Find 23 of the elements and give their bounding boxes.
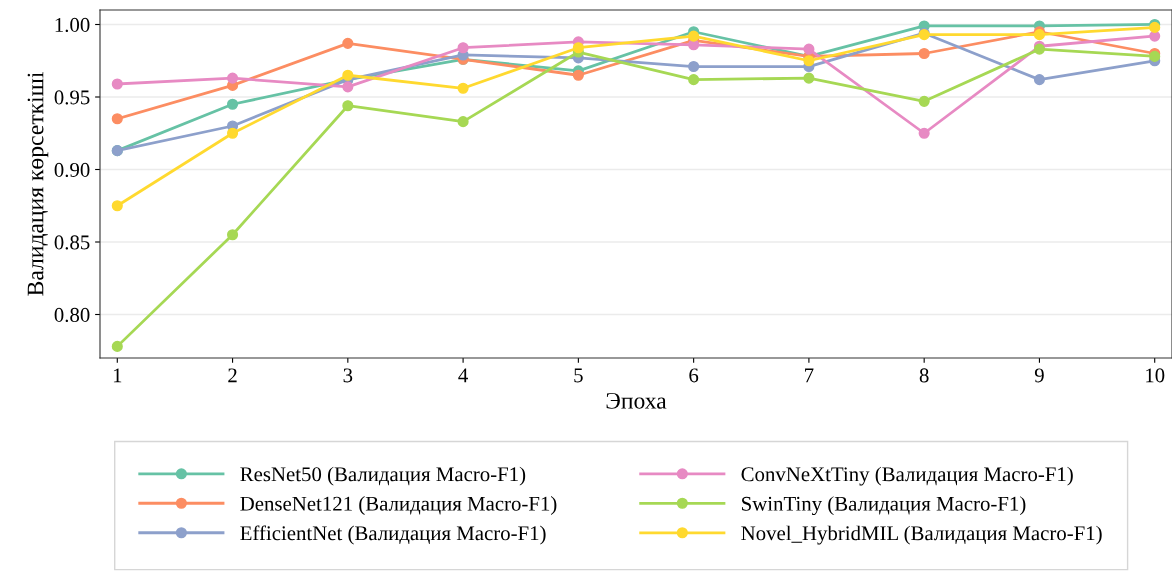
legend-label: SwinTiny (Валидация Macro-F1)	[742, 496, 1026, 516]
x-tick-label: 7	[805, 368, 814, 383]
x-tick-label: 5	[574, 368, 583, 383]
y-tick-label: 0.80	[54, 307, 90, 323]
legend-label: DenseNet121 (Валидация Macro-F1)	[240, 496, 557, 515]
y-axis-title: Валидация көрсеткіші	[27, 72, 49, 296]
x-tick-label: 9	[1034, 368, 1044, 383]
x-axis-title: Эпоха	[606, 392, 667, 409]
legend-label: EfficientNet (Валидация Macro-F1)	[240, 525, 546, 545]
x-tick-label: 2	[228, 368, 237, 383]
x-tick-label: 8	[919, 368, 929, 383]
x-tick-label: 1	[113, 368, 122, 383]
x-tick-label: 10	[1146, 368, 1165, 383]
x-tick-label: 4	[458, 368, 468, 383]
y-tick-label: 0.95	[54, 90, 90, 105]
legend-label: ConvNeXtTiny (Валидация Macro-F1)	[741, 466, 1073, 486]
x-tick-label: 3	[343, 368, 353, 383]
y-tick-label: 1.00	[55, 17, 90, 33]
legend-label: ResNet50 (Валидация Macro-F1)	[240, 466, 526, 486]
y-tick-label: 0.85	[54, 235, 90, 250]
x-tick-label: 6	[689, 368, 699, 383]
legend-label: Novel_HybridMIL (Валидация Macro-F1)	[741, 525, 1102, 545]
y-tick-label: 0.90	[54, 162, 90, 178]
